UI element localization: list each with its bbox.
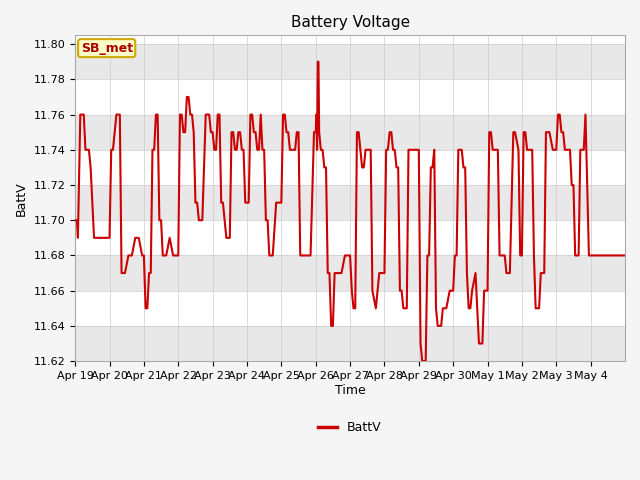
Y-axis label: BattV: BattV bbox=[15, 181, 28, 216]
Bar bbox=[75, 255, 625, 291]
Bar bbox=[75, 185, 625, 220]
Bar bbox=[75, 115, 625, 150]
Bar bbox=[75, 326, 625, 361]
X-axis label: Time: Time bbox=[335, 384, 365, 396]
Legend: BattV: BattV bbox=[314, 416, 387, 439]
Title: Battery Voltage: Battery Voltage bbox=[291, 15, 410, 30]
Bar bbox=[75, 44, 625, 79]
Text: SB_met: SB_met bbox=[81, 42, 132, 55]
